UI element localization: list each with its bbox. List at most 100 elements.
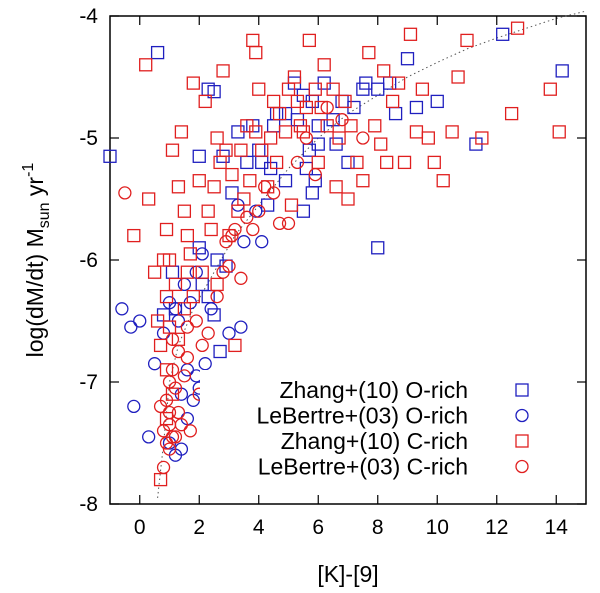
data-point-s2-82 [311,155,325,170]
data-point-s2-0 [139,58,153,72]
y-axis-label-sup: -1 [20,163,37,177]
data-point-s2-29 [249,125,263,139]
data-point-s0-46 [195,277,209,292]
x-tick-label-5: 10 [426,516,449,539]
legend-label-3: LeBertre+(03) C-rich [258,454,468,480]
data-point-s0-18 [335,94,349,109]
y-axis-label-unit: yr [22,177,48,203]
data-point-s2-40 [299,100,314,115]
y-axis-label-sub: sun [36,202,53,228]
legend-marker-2 [515,434,529,448]
data-point-s2-50 [356,174,370,188]
y-tick-label-2: -6 [79,249,98,272]
data-point-s3-17 [165,332,180,346]
data-point-s3-10 [168,381,183,395]
data-point-s1-1 [115,302,129,316]
data-point-s2-54 [380,155,394,170]
data-point-s2-86 [174,125,189,139]
data-point-s2-11 [159,289,174,304]
legend-background [200,370,540,495]
data-point-s1-4 [127,399,141,414]
data-point-s0-22 [382,76,397,90]
data-point-s1-2 [124,320,138,334]
data-point-s2-59 [409,125,424,139]
data-point-s3-36 [308,167,322,182]
data-point-s3-31 [266,186,281,200]
data-point-s3-28 [246,222,260,237]
data-point-s1-22 [222,326,236,340]
data-point-s0-28 [555,64,569,78]
data-point-s2-98 [234,143,248,157]
legend-marker-1 [515,408,529,423]
data-point-s0-1 [103,149,117,163]
y-tick-label-3: -5 [79,127,98,150]
data-point-s2-55 [385,94,400,109]
data-point-s1-23 [234,320,248,334]
data-point-s2-80 [284,198,299,212]
data-point-s2-10 [168,277,183,292]
data-point-s2-88 [204,222,218,237]
data-point-s1-9 [168,302,183,316]
y-tick-label-4: -4 [79,5,98,28]
data-point-s3-39 [356,131,370,145]
data-point-s2-32 [263,131,278,145]
data-point-s2-64 [445,125,459,139]
data-point-s2-13 [153,338,168,353]
data-point-s0-50 [165,265,180,279]
data-point-s3-18 [180,320,195,334]
legend-label-1: LeBertre+(03) O-rich [256,403,468,429]
data-point-s0-27 [496,27,510,41]
data-point-s0-39 [341,155,355,170]
data-point-s3-44 [222,259,236,273]
data-point-s0-30 [305,186,319,200]
data-point-s2-67 [475,131,489,145]
data-point-s2-14 [159,363,174,377]
x-tick-label-2: 4 [253,516,265,539]
data-point-s3-38 [335,113,349,127]
data-point-s2-53 [374,137,388,151]
data-point-s2-69 [510,21,525,35]
data-point-s2-42 [308,82,322,96]
legend-label-0: Zhang+(10) O-rich [279,377,468,403]
data-point-s0-15 [311,119,325,133]
data-point-s2-60 [415,82,430,96]
data-point-s1-25 [237,235,251,249]
data-point-s1-26 [249,204,263,218]
data-point-s2-73 [249,45,263,60]
data-point-s3-35 [299,131,314,145]
data-point-s3-30 [258,180,272,194]
data-point-s2-18 [186,289,200,304]
data-point-s2-24 [225,167,239,182]
data-point-s0-34 [278,174,293,188]
data-point-s2-33 [266,94,281,109]
data-point-s3-9 [165,363,180,377]
data-point-s2-52 [368,119,382,133]
data-point-s2-84 [341,192,355,206]
data-point-s2-96 [159,411,174,426]
data-point-s2-19 [195,265,209,279]
x-tick-label-4: 8 [372,516,384,539]
data-point-s2-15 [162,320,177,334]
data-point-s3-45 [228,222,242,237]
data-point-s0-8 [252,143,266,157]
data-point-s0-32 [296,204,311,218]
data-point-s2-5 [171,180,186,194]
data-point-s0-10 [269,106,284,121]
data-point-s2-97 [162,253,177,267]
data-point-s3-34 [290,155,305,170]
data-point-s3-14 [177,369,192,383]
data-point-s2-71 [552,125,566,139]
data-point-s2-94 [228,338,242,353]
legend-marker-0 [515,383,529,397]
data-point-s0-47 [201,289,215,304]
data-point-s3-27 [240,210,254,224]
x-tick-label-0: 0 [134,516,146,539]
x-tick-label-6: 12 [485,516,508,539]
data-point-s3-19 [189,314,203,328]
data-point-s0-49 [213,344,227,359]
data-point-s0-44 [210,253,224,267]
data-point-s0-24 [409,100,424,115]
data-point-s0-31 [308,174,322,188]
data-point-s2-58 [403,27,418,41]
